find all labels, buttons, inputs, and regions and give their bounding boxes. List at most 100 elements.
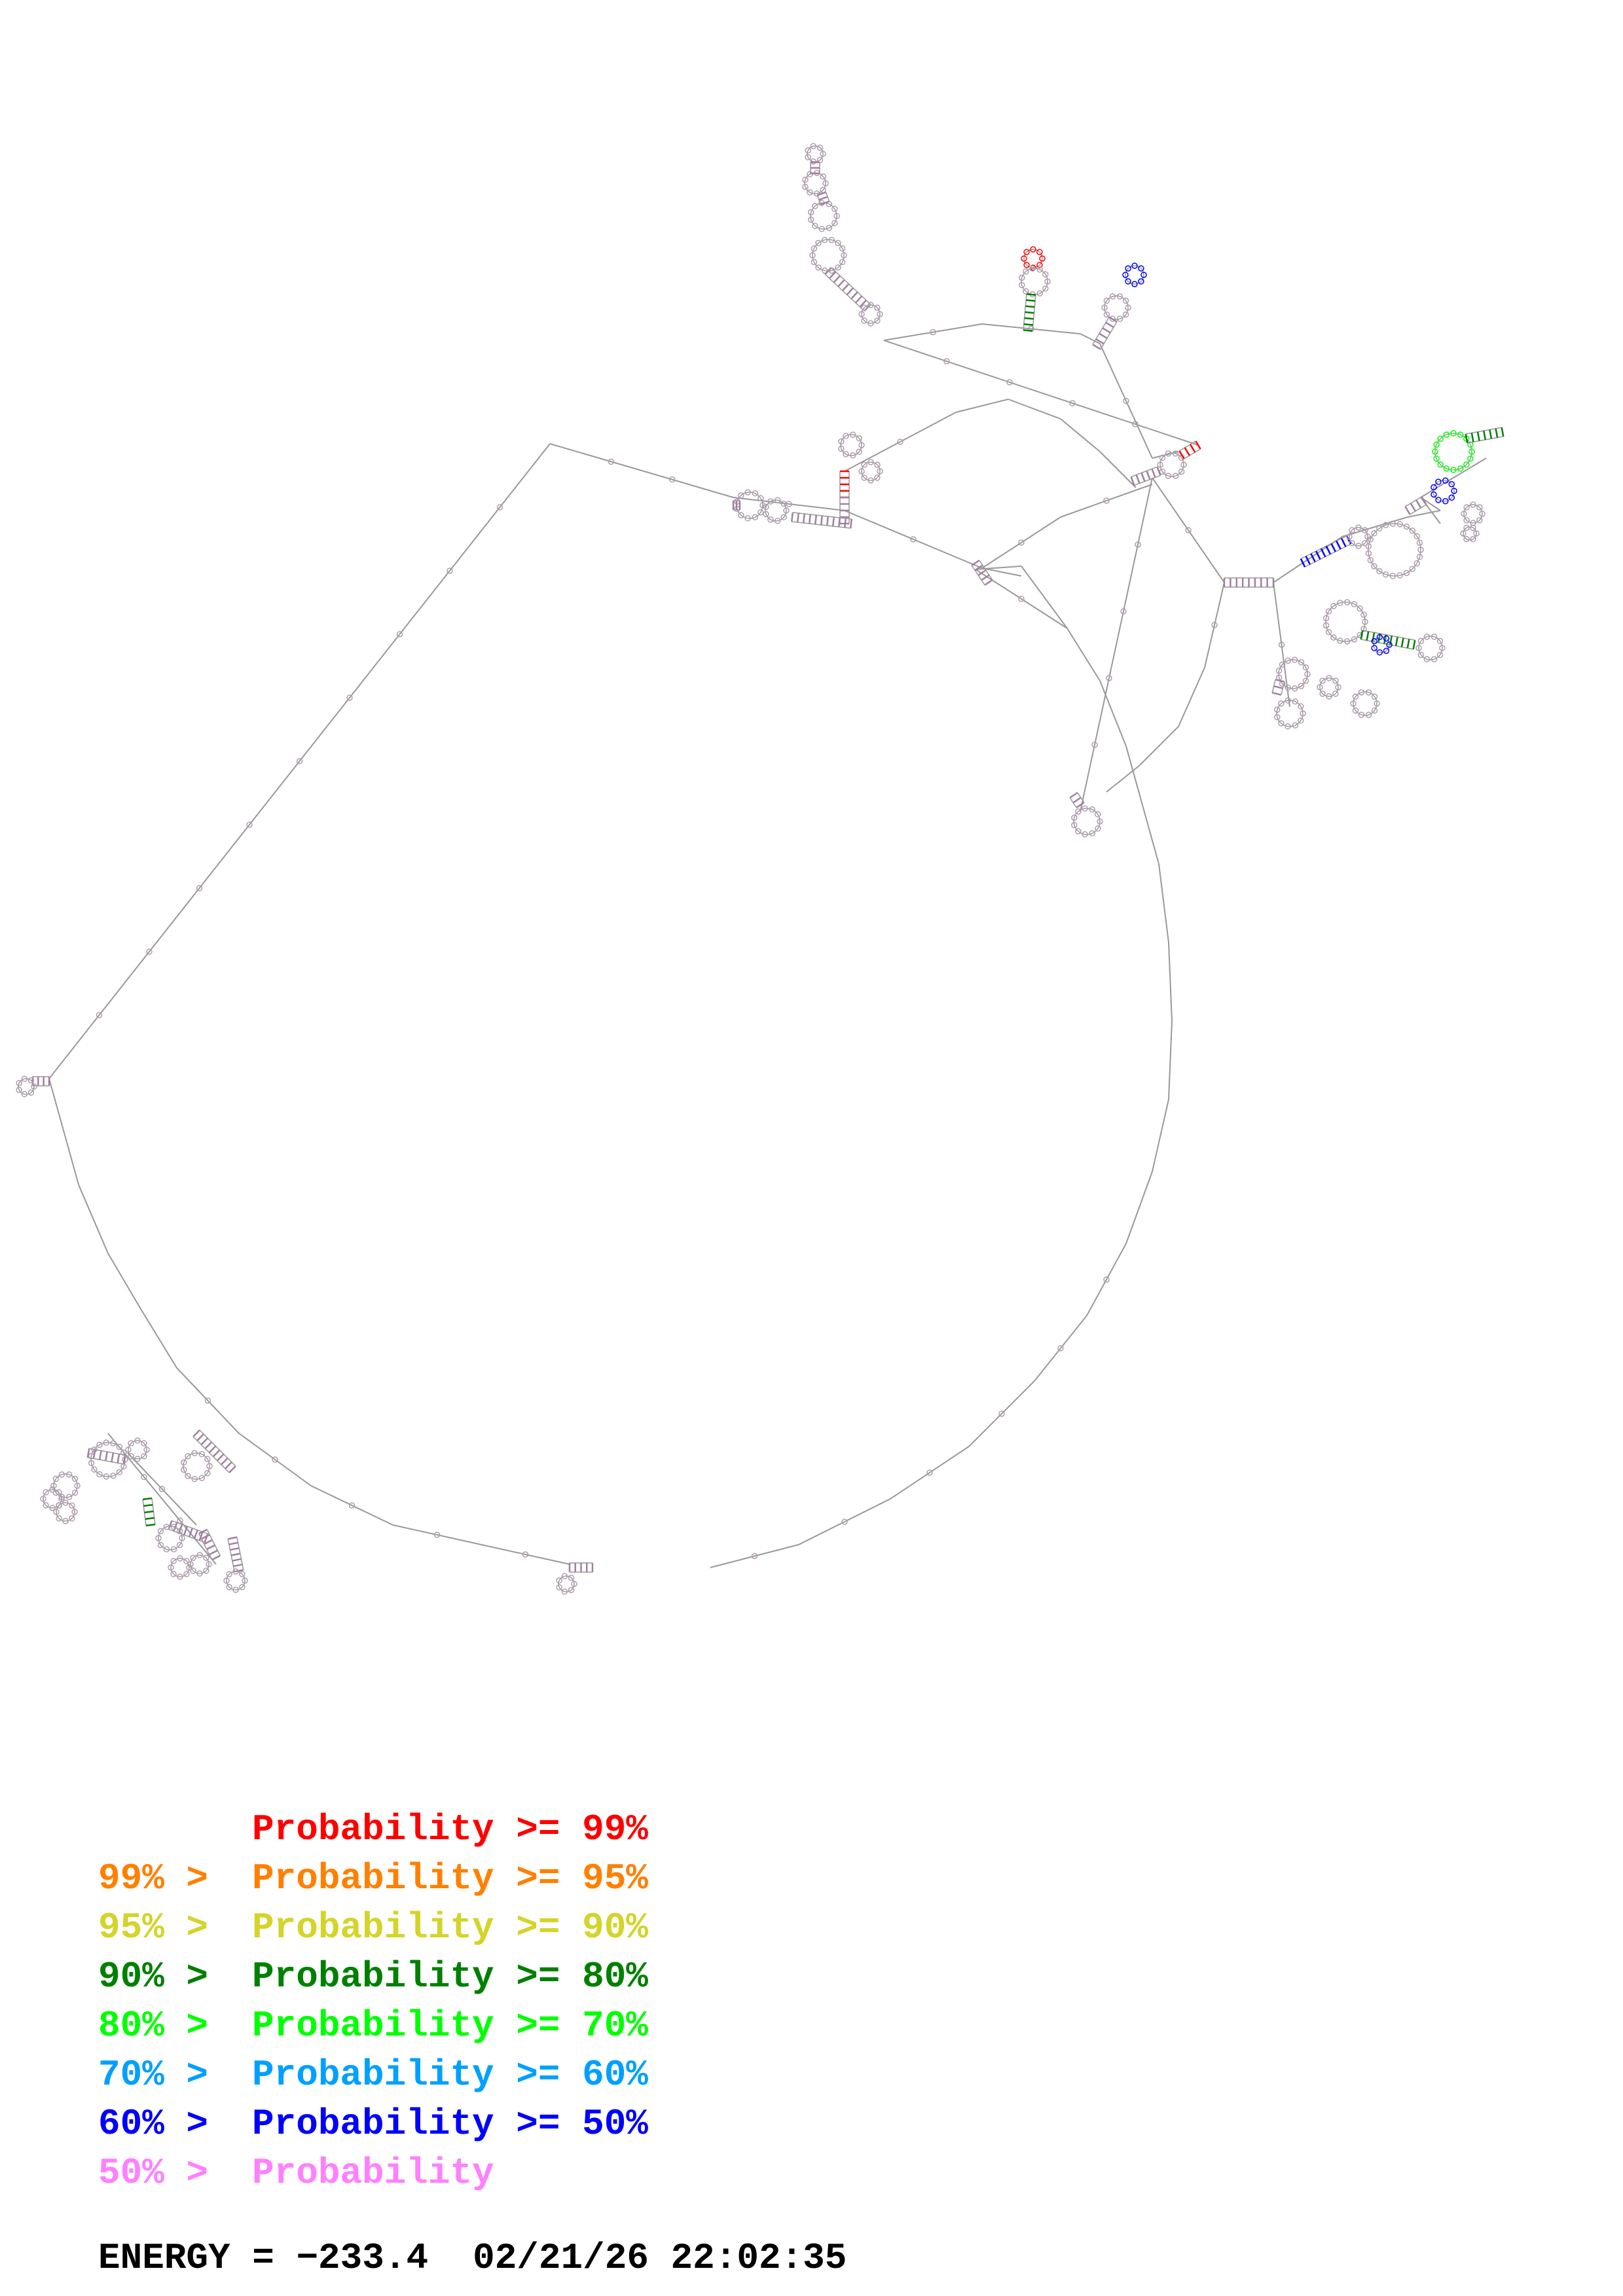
nucleotide: [1409, 565, 1416, 572]
legend-label: Probability >= 70%: [252, 2005, 648, 2047]
nucleotide: [141, 1473, 147, 1480]
hairpin-loop: [187, 1552, 212, 1577]
nucleotide: [1036, 262, 1043, 268]
nucleotide: [1352, 707, 1359, 714]
backbone-segment: [310, 1485, 393, 1526]
base-pair: [1406, 639, 1410, 649]
nucleotide: [206, 1561, 212, 1568]
nucleotide: [163, 1524, 170, 1530]
nucleotide: [835, 264, 841, 271]
nucleotide: [1178, 468, 1185, 475]
nucleotide: [858, 442, 865, 448]
nucleotide: [809, 252, 816, 259]
nucleotide: [910, 536, 917, 543]
nucleotide: [1082, 805, 1088, 812]
base-pair: [98, 1450, 102, 1460]
base-pair: [1410, 503, 1417, 512]
nucleotide: [668, 476, 676, 483]
nucleotide: [177, 1555, 183, 1562]
nucleotide: [163, 1546, 170, 1552]
nucleotide: [838, 445, 845, 452]
legend-row: 95% > Probability >= 90%: [98, 1905, 648, 1950]
nucleotide: [1042, 285, 1049, 292]
nucleotide: [141, 1453, 147, 1460]
nucleotide: [185, 1473, 191, 1479]
hairpin-loop: [808, 200, 840, 232]
nucleotide: [1365, 711, 1372, 718]
base-pair: [227, 1536, 238, 1540]
nucleotide: [1365, 543, 1372, 550]
nucleotide: [191, 1450, 198, 1456]
nucleotide: [833, 213, 840, 219]
nucleotide: [775, 518, 781, 524]
nucleotide: [71, 1489, 79, 1496]
base-pair: [1026, 299, 1036, 302]
backbone-segment: [48, 1078, 63, 1126]
nucleotide: [1332, 691, 1339, 697]
legend-row: 99% > Probability >= 95%: [98, 1856, 648, 1901]
nucleotide: [1476, 504, 1483, 511]
nucleotide: [232, 1587, 239, 1593]
nucleotide: [1403, 523, 1410, 530]
nucleotide: [1274, 706, 1281, 713]
nucleotide: [206, 1463, 213, 1469]
nucleotide: [21, 1090, 28, 1098]
base-pair: [816, 191, 827, 196]
nucleotide: [1302, 664, 1309, 671]
nucleotide: [850, 431, 856, 438]
base-pair: [105, 1451, 108, 1462]
backbone-segment: [1152, 477, 1225, 583]
base-pair: [808, 514, 812, 524]
nucleotide: [96, 1471, 103, 1478]
nucleotide: [877, 311, 883, 317]
nucleotide: [1383, 647, 1390, 655]
nucleotide: [1463, 504, 1470, 511]
nucleotide: [1019, 281, 1025, 289]
backbone-segment: [1100, 321, 1118, 350]
backbone-segment: [981, 567, 1022, 577]
energy-footer: ENERGY = −233.4 02/21/26 22:02:35: [98, 2232, 847, 2284]
nucleotide: [1125, 265, 1131, 272]
nucleotide: [1095, 811, 1101, 817]
legend-row: 90% > Probability >= 80%: [98, 1954, 648, 2000]
backbone-segment: [1362, 630, 1415, 641]
helix-stem: [1130, 466, 1161, 486]
base-pair: [826, 516, 830, 526]
hairpin-loop: [1431, 477, 1457, 505]
nucleotide: [1382, 571, 1389, 578]
nucleotide: [858, 311, 865, 317]
loop-ring: [558, 1575, 575, 1592]
nucleotide: [110, 1472, 117, 1479]
nucleotide: [69, 1502, 75, 1509]
nucleotide: [1291, 656, 1298, 663]
nucleotide: [1172, 473, 1179, 479]
helix-stem: [1223, 577, 1275, 588]
nucleotide: [71, 1509, 78, 1515]
nucleotide: [1470, 524, 1476, 531]
nucleotide: [1140, 272, 1147, 278]
nucleotide: [843, 433, 849, 439]
base-pair: [818, 196, 828, 201]
nucleotide: [810, 143, 817, 150]
nucleotide: [835, 240, 841, 246]
hairpin-loop: [50, 1471, 81, 1500]
base-pair: [216, 1453, 225, 1462]
base-pair: [854, 295, 863, 304]
helix-stem: [839, 470, 850, 499]
backbone-segment: [1086, 1243, 1127, 1316]
domain-lower-right: [1271, 599, 1446, 730]
nucleotide: [1172, 450, 1179, 457]
base-pair: [1076, 802, 1085, 808]
helix-stem: [790, 512, 853, 529]
nucleotide: [116, 1443, 123, 1450]
helix-stem: [1300, 535, 1352, 567]
nucleotide: [196, 885, 203, 891]
nucleotide: [1018, 596, 1025, 602]
nucleotide: [1125, 278, 1131, 285]
nucleotide: [1417, 651, 1425, 658]
backbone-segment: [1080, 477, 1153, 812]
nucleotide: [170, 1546, 177, 1552]
base-pair: [1072, 797, 1082, 804]
backbone-segment: [1125, 1171, 1153, 1244]
nucleotide: [812, 223, 818, 229]
